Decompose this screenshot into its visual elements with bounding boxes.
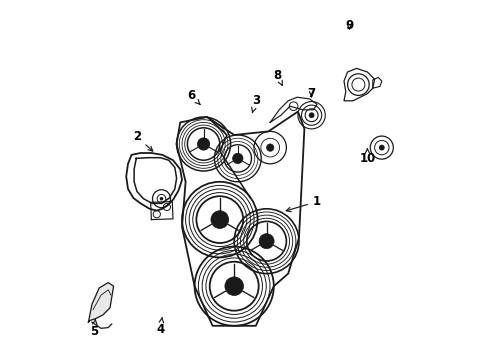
Circle shape <box>379 145 385 150</box>
Circle shape <box>233 153 243 163</box>
Text: 6: 6 <box>187 89 200 104</box>
Circle shape <box>160 197 163 201</box>
Circle shape <box>197 138 210 150</box>
Text: 10: 10 <box>359 149 375 165</box>
Circle shape <box>225 277 244 296</box>
Circle shape <box>309 112 315 118</box>
Text: 7: 7 <box>308 87 316 100</box>
Text: 8: 8 <box>273 69 282 85</box>
Text: 9: 9 <box>345 19 353 32</box>
Circle shape <box>211 211 229 229</box>
Text: 2: 2 <box>133 130 153 151</box>
Text: 3: 3 <box>252 94 260 113</box>
Polygon shape <box>88 283 114 322</box>
Circle shape <box>259 234 274 249</box>
Text: 4: 4 <box>156 317 165 336</box>
Circle shape <box>267 144 274 151</box>
Text: 5: 5 <box>90 320 98 338</box>
Text: 1: 1 <box>286 195 321 212</box>
